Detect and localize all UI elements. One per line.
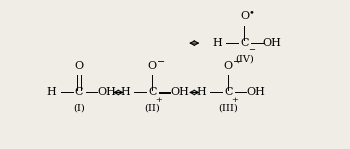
- Text: −: −: [248, 46, 255, 55]
- Text: (II): (II): [144, 104, 160, 113]
- Text: OH: OH: [246, 87, 265, 97]
- Text: −: −: [156, 58, 165, 67]
- Text: (IV): (IV): [235, 55, 254, 63]
- Text: O: O: [148, 61, 157, 71]
- Text: O: O: [224, 61, 233, 71]
- Text: C: C: [224, 87, 232, 97]
- Text: OH: OH: [262, 38, 281, 48]
- Text: C: C: [240, 38, 249, 48]
- Text: •: •: [249, 8, 255, 17]
- Text: OH: OH: [170, 87, 189, 97]
- Text: −: −: [232, 58, 241, 67]
- Text: (III): (III): [218, 104, 238, 113]
- Text: +: +: [231, 96, 238, 104]
- Text: O: O: [240, 11, 249, 21]
- Text: +: +: [155, 96, 162, 104]
- Text: H: H: [120, 87, 130, 97]
- Text: H: H: [47, 87, 57, 97]
- Text: OH: OH: [97, 87, 116, 97]
- Text: C: C: [148, 87, 156, 97]
- Text: H: H: [212, 38, 222, 48]
- Text: O: O: [75, 61, 84, 71]
- Text: C: C: [75, 87, 83, 97]
- Text: (I): (I): [73, 104, 85, 113]
- Text: H: H: [196, 87, 206, 97]
